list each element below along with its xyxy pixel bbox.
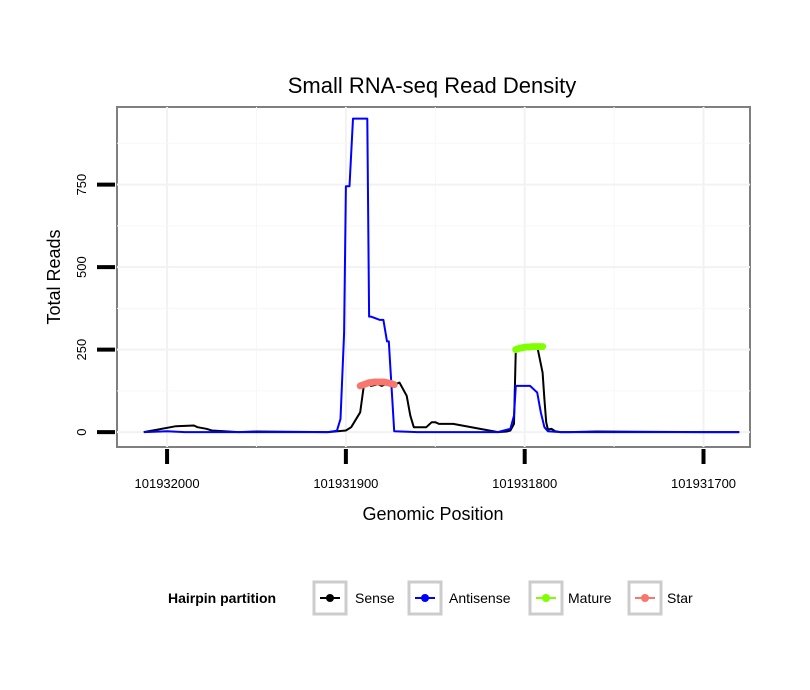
- plot-panel: [116, 106, 751, 448]
- x-axis-label: Genomic Position: [362, 504, 503, 524]
- y-tick-label: 500: [74, 256, 89, 278]
- x-tick-label: 101932000: [135, 476, 200, 491]
- x-axis: 101932000 101931900 101931800 101931700: [135, 449, 736, 491]
- y-tick-label: 0: [74, 428, 89, 435]
- data-point-mature: [539, 343, 547, 351]
- y-tick-label: 750: [74, 174, 89, 196]
- legend-key: [312, 580, 348, 616]
- data-point-star: [390, 381, 398, 389]
- legend: Hairpin partition Sense Antisense Mature St…: [168, 580, 693, 616]
- x-tick-label: 101931800: [492, 476, 557, 491]
- y-axis: 0 250 500 750: [74, 174, 115, 436]
- series-points: [356, 343, 547, 390]
- legend-label-mature: Mature: [568, 590, 612, 606]
- x-tick-label: 101931900: [313, 476, 378, 491]
- legend-label-star: Star: [667, 590, 693, 606]
- legend-label-sense: Sense: [355, 590, 395, 606]
- series-lines: [143, 117, 740, 434]
- chart-title: Small RNA-seq Read Density: [288, 73, 577, 98]
- legend-key-point: [421, 594, 429, 602]
- y-axis-label: Total Reads: [44, 229, 64, 324]
- legend-title: Hairpin partition: [168, 590, 276, 606]
- series-line-antisense: [143, 117, 740, 434]
- y-tick-label: 250: [74, 339, 89, 361]
- legend-key-point: [641, 594, 649, 602]
- grid-lines: [117, 107, 750, 447]
- legend-key-point: [326, 594, 334, 602]
- legend-key: [407, 580, 443, 616]
- legend-label-antisense: Antisense: [449, 590, 511, 606]
- legend-key-point: [542, 594, 550, 602]
- x-tick-label: 101931700: [671, 476, 736, 491]
